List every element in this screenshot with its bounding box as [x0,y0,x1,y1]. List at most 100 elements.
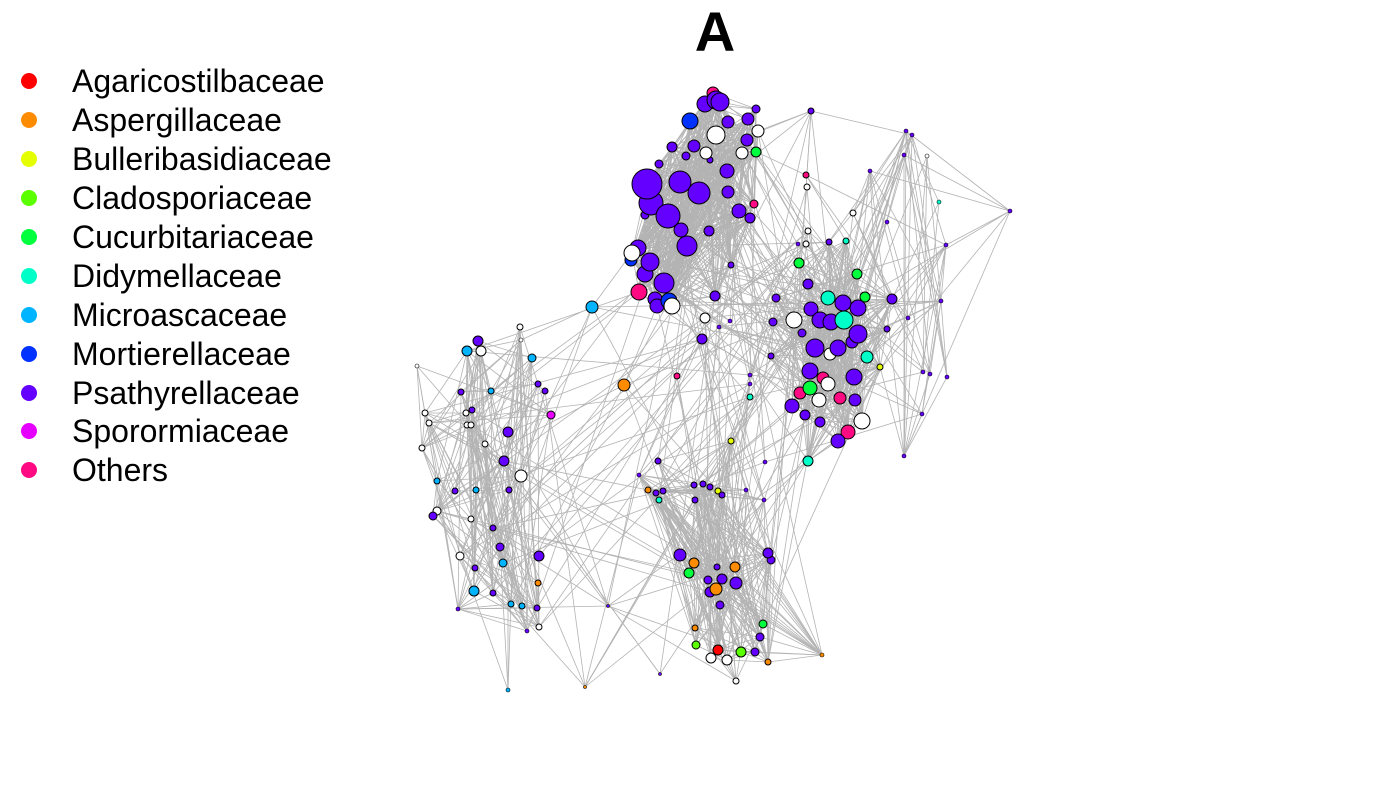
edge [704,317,737,682]
edge [852,134,913,214]
network-node [751,104,761,114]
edge [647,484,695,491]
edge [454,489,510,492]
edge [459,555,509,691]
edge [680,229,756,653]
network-node [534,579,542,587]
edge [726,659,769,663]
edge [775,241,830,299]
network-node [744,212,756,224]
network-node [801,362,819,380]
edge [454,460,505,492]
network-node [799,409,811,421]
edge [526,215,669,632]
edge [623,319,795,386]
network-node [498,558,508,568]
network-node [533,550,545,562]
edge [809,328,888,372]
network-node [845,368,863,386]
edge [805,174,947,246]
network-node [795,241,801,247]
edge [492,592,538,609]
edge [457,605,609,610]
edge [852,212,893,300]
network-node [1007,208,1013,214]
edge [421,338,703,449]
network-node [533,604,541,612]
edge [680,191,729,231]
legend-item: Sporormiaceae [18,412,332,451]
network-node [784,398,800,414]
edge [436,510,709,581]
edge [457,391,462,610]
edge [638,321,774,476]
edge [638,338,703,476]
edge [864,130,907,298]
network-node [848,393,862,407]
edge [708,230,716,297]
network-node [658,672,662,676]
edge [460,383,539,393]
network-node [518,337,524,343]
network-node [741,112,755,126]
network-node [834,310,854,330]
edge [607,605,737,682]
network-node [475,345,487,357]
edge [852,170,871,214]
network-node [687,181,711,205]
edge [623,305,658,386]
network-node [761,497,767,503]
network-node [919,411,925,417]
edge [502,461,766,564]
network-node [428,511,438,521]
edge [715,210,740,590]
network-node [631,168,663,200]
edge [644,214,765,501]
edge [474,567,528,632]
edge [701,338,761,638]
legend-swatch [21,229,37,245]
network-node [472,335,484,347]
legend-swatch [21,151,37,168]
network-node [541,387,549,395]
edge [428,422,505,462]
legend-item: Aspergillaceae [18,101,332,140]
network-node [502,426,514,438]
edge [432,412,467,517]
network-node [699,146,713,160]
edge [436,510,504,564]
network-node [721,115,735,129]
network-node [834,294,852,312]
edge [903,244,947,457]
network-node [802,240,810,248]
edge [905,130,931,375]
edge [658,499,712,659]
network-node [729,561,741,573]
edge [470,518,609,607]
network-node [471,564,479,572]
edge [466,350,528,632]
edge [656,305,742,653]
network-node [489,589,497,597]
edge [903,373,931,457]
edge [746,139,755,205]
network-node [535,623,543,631]
edge [474,567,538,609]
network-node [727,318,733,324]
network-node [750,647,760,657]
legend-label: Didymellaceae [72,257,282,294]
network-node [851,268,863,280]
edge [658,499,769,663]
edge [471,409,509,433]
network-node [735,146,749,160]
network-node [804,227,812,235]
edge [839,328,888,399]
network-node [743,487,749,493]
network-node [943,242,949,248]
network-node [819,652,825,658]
edge [510,384,625,605]
edge [459,230,809,557]
edge [421,422,430,449]
network-node [706,125,726,145]
panel-title: A [694,0,736,63]
